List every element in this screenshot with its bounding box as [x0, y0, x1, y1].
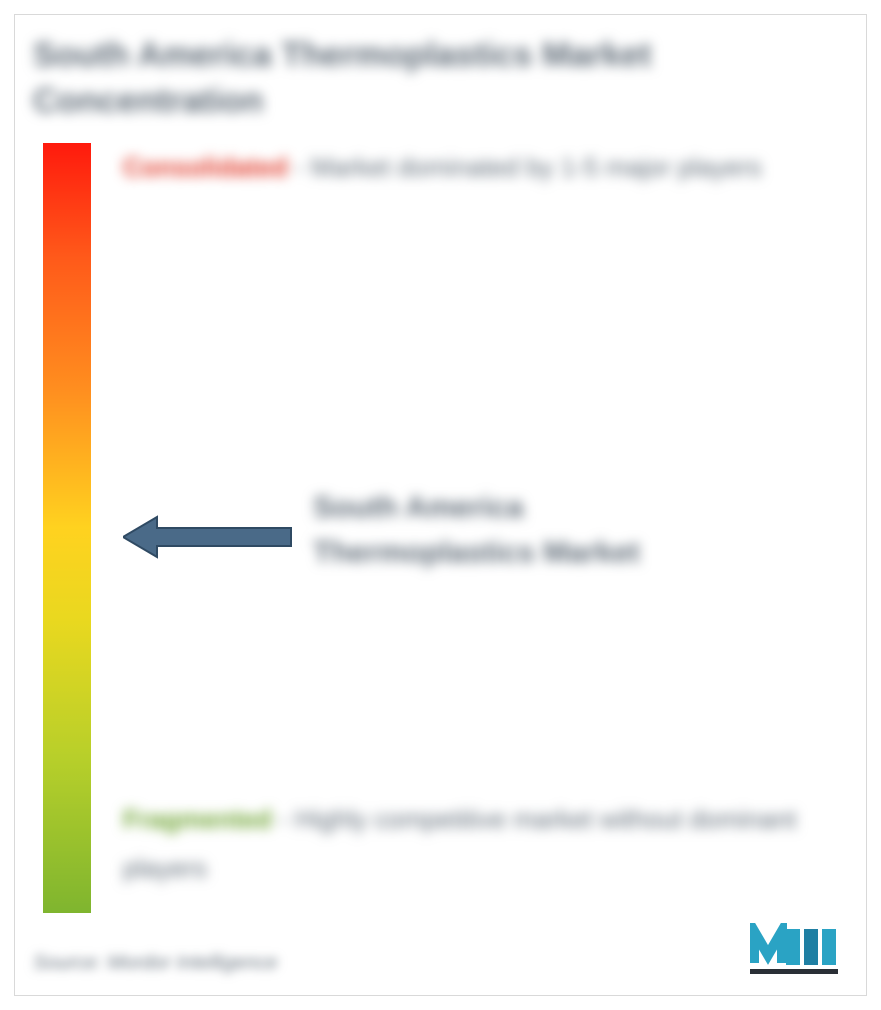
mordor-logo-icon: [750, 923, 838, 977]
fragmented-highlight: Fragmented: [123, 804, 272, 834]
market-pointer: South America Thermoplastics Market: [123, 485, 823, 585]
consolidated-description: - Market dominated by 1-5 major players: [295, 152, 762, 182]
consolidated-highlight: Consolidated: [123, 152, 288, 182]
fragmented-label: Fragmented - Highly competitive market w…: [123, 795, 823, 894]
concentration-gradient-bar: #ff1a0d: [43, 143, 91, 913]
market-name-line1: South America: [313, 491, 524, 524]
arrow-left-icon: [123, 515, 293, 559]
market-name-line2: Thermoplastics Market: [313, 536, 640, 569]
consolidated-label: Consolidated - Market dominated by 1-5 m…: [123, 143, 823, 192]
card-frame: South America Thermoplastics Market Conc…: [14, 14, 867, 996]
chart-title: South America Thermoplastics Market Conc…: [33, 33, 793, 125]
source-attribution: Source: Mordor Intelligence: [33, 952, 278, 975]
market-name: South America Thermoplastics Market: [313, 485, 813, 575]
